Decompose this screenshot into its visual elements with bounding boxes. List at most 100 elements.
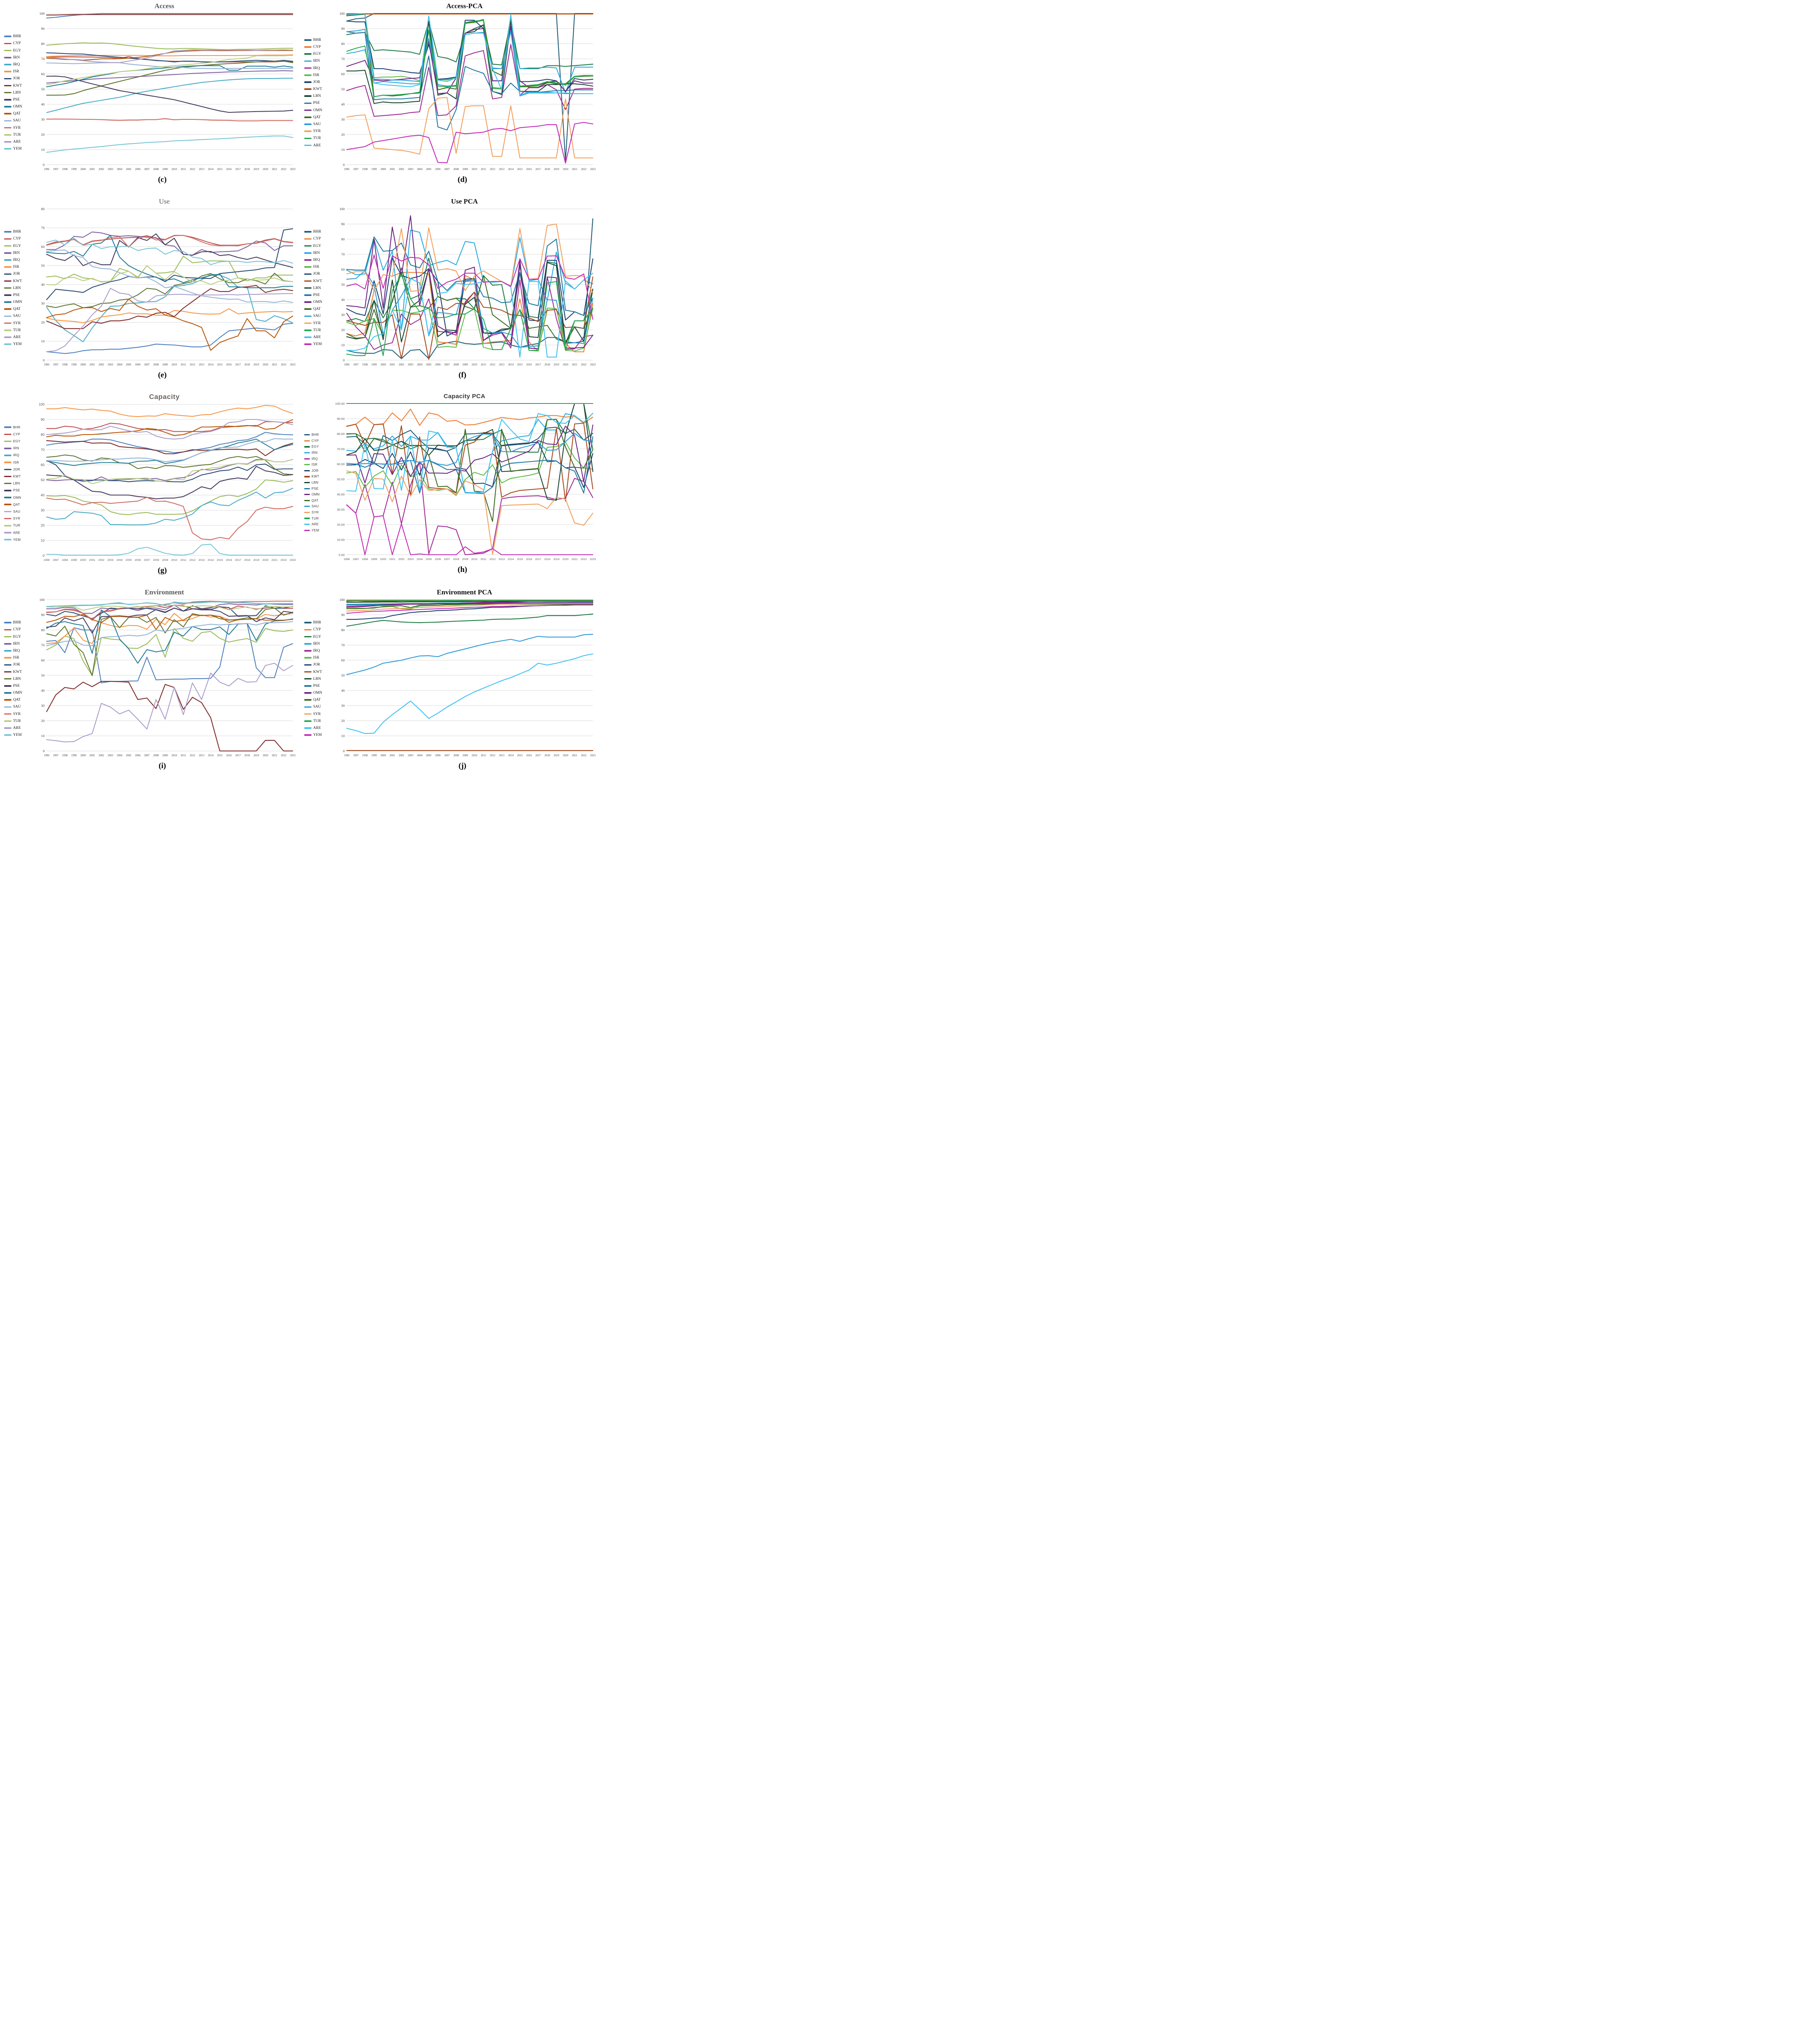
x-axis-tick-label: 2000	[80, 168, 86, 171]
series-line-egy	[46, 479, 294, 515]
series-line-omn	[46, 609, 294, 664]
x-axis-tick-label: 2014	[508, 754, 514, 757]
x-axis-tick-label: 2018	[244, 754, 250, 757]
y-axis-tick-label: 50	[40, 477, 45, 482]
legend-item-sau: SAU	[304, 313, 330, 320]
legend-label: SAU	[313, 705, 321, 709]
y-axis-tick-label: 100	[39, 597, 45, 601]
legend-item-kwt: KWT	[304, 668, 330, 675]
y-axis-tick-label: 90	[41, 26, 45, 30]
series-line-are	[346, 13, 594, 96]
y-axis-tick-label: 100	[339, 206, 345, 211]
legend-item-jor: JOR	[304, 78, 330, 85]
series-line-jor	[46, 228, 294, 300]
x-axis-tick-label: 2016	[526, 363, 532, 366]
legend-label: BHR	[313, 38, 321, 42]
y-axis-tick-label: 70.00	[337, 447, 345, 450]
y-axis-tick-label: 70	[41, 56, 45, 61]
y-axis-tick-label: 50	[341, 87, 345, 91]
legend-swatch-sau	[4, 706, 11, 708]
legend-item-yem: YEM	[4, 732, 30, 739]
legend-swatch-are	[4, 532, 11, 533]
legend-swatch-cyp	[4, 43, 11, 45]
legend-item-sau: SAU	[304, 504, 330, 510]
series-line-egy	[346, 20, 594, 69]
x-axis-tick-label: 2004	[117, 754, 123, 757]
legend-item-jor: JOR	[4, 75, 30, 82]
series-line-jor	[346, 20, 594, 92]
legend-swatch-bhr	[304, 622, 312, 623]
x-axis-tick-label: 2023	[289, 559, 296, 562]
x-axis-tick-label: 2010	[471, 754, 477, 757]
chart-title-capacity-pca: Capacity PCA	[444, 393, 485, 400]
series-line-egy	[346, 613, 594, 627]
legend-label: OMN	[13, 691, 22, 695]
legend-item-qat: QAT	[4, 306, 30, 313]
x-axis-tick-label: 2020	[563, 168, 568, 171]
x-axis-tick-label: 2010	[471, 168, 477, 171]
series-line-pse	[346, 236, 594, 316]
legend-swatch-jor	[304, 273, 312, 275]
y-axis-tick-label: 90	[341, 612, 345, 616]
x-axis-tick-label: 2020	[563, 558, 569, 561]
y-axis-tick-label: 100.00	[335, 401, 345, 405]
legend-item-are: ARE	[4, 529, 30, 536]
x-axis-tick-label: 2011	[181, 168, 186, 171]
series-line-qat	[46, 614, 294, 630]
x-axis-tick-label: 2014	[208, 363, 214, 366]
x-axis-tick-label: 2007	[444, 558, 450, 561]
legend-item-qat: QAT	[304, 306, 330, 313]
legend-label: SYR	[312, 510, 319, 514]
legend-label: BHR	[313, 230, 321, 234]
x-axis-tick-label: 2016	[526, 168, 532, 171]
legend-label: SAU	[13, 314, 21, 318]
y-axis-tick-label: 0	[343, 162, 345, 166]
legend-label: KWT	[13, 83, 22, 88]
legend-label: JOR	[13, 76, 20, 81]
legend-swatch-irn	[304, 643, 312, 645]
legend-label: IRN	[13, 446, 19, 450]
x-axis-tick-label: 2017	[535, 363, 541, 366]
y-axis-tick-label: 100	[339, 11, 345, 15]
legend-swatch-pse	[304, 488, 310, 489]
x-axis-tick-label: 2014	[508, 168, 514, 171]
x-axis-tick-label: 2016	[526, 558, 532, 561]
x-axis-tick-label: 2015	[517, 558, 523, 561]
x-axis-tick-label: 2018	[244, 559, 250, 562]
legend-label: IRQ	[13, 62, 20, 67]
y-axis-tick-label: 10.00	[337, 538, 345, 541]
legend-item-qat: QAT	[304, 114, 330, 121]
x-axis-tick-label: 2016	[226, 559, 232, 562]
legend-swatch-egy	[304, 245, 312, 247]
x-axis-tick-label: 2006	[435, 168, 441, 171]
legend-label: TUR	[13, 132, 21, 137]
legend-label: LBN	[312, 481, 318, 484]
legend-swatch-qat	[4, 504, 11, 506]
legend-item-bhr: BHR	[304, 619, 330, 626]
x-axis-tick-label: 2015	[517, 168, 523, 171]
legend-item-egy: EGY	[304, 242, 330, 249]
legend-label: ARE	[313, 726, 321, 730]
x-axis-tick-label: 2014	[508, 558, 514, 561]
legend-swatch-irn	[4, 252, 11, 254]
y-axis-tick-label: 20	[41, 132, 45, 136]
x-axis-tick-label: 2012	[490, 363, 496, 366]
x-axis-tick-label: 2017	[535, 754, 541, 757]
x-axis-tick-label: 2022	[281, 363, 287, 366]
y-axis-tick-label: 0.00	[339, 553, 345, 556]
x-axis-tick-label: 2008	[153, 168, 159, 171]
x-axis-tick-label: 2001	[390, 363, 395, 366]
chart-title-access: Access	[154, 2, 175, 10]
legend-item-egy: EGY	[4, 47, 30, 54]
x-axis-tick-label: 2023	[590, 363, 596, 366]
legend-label: IRQ	[312, 457, 318, 461]
legend-swatch-cyp	[4, 238, 11, 240]
y-axis-tick-label: 70	[41, 226, 45, 230]
x-axis-tick-label: 1998	[62, 363, 68, 366]
legend-item-are: ARE	[4, 724, 30, 731]
legend-label: QAT	[13, 112, 21, 116]
series-line-jor	[346, 257, 594, 336]
y-axis-tick-label: 0	[43, 358, 45, 362]
